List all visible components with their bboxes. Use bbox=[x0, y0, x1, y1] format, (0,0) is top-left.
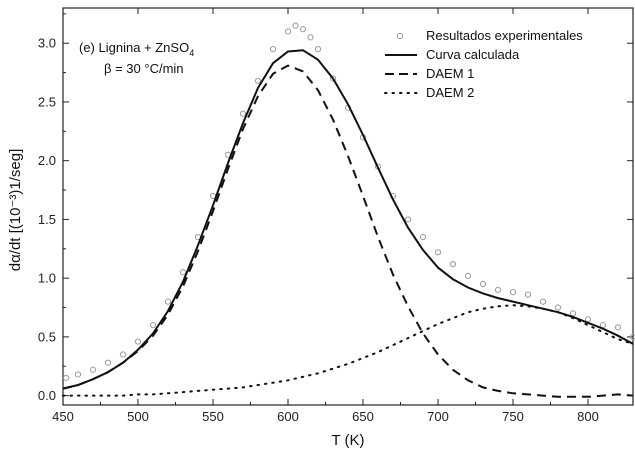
data-point bbox=[74, 371, 82, 378]
axis-ticks: 450 500 550 600 650 700 750 800 0.0 0.5 1.0 1.5 2.0 2… bbox=[38, 8, 633, 424]
data-point bbox=[479, 280, 487, 288]
series-line bbox=[62, 64, 634, 398]
data-point bbox=[539, 298, 547, 305]
y-axis-title: dα/dt [(10⁻³)1/seg] bbox=[7, 149, 24, 271]
data-point bbox=[569, 310, 577, 317]
data-point bbox=[509, 289, 517, 296]
data-point bbox=[524, 291, 532, 298]
legend-label: Curva calculada bbox=[426, 47, 520, 62]
x-tick-label: 650 bbox=[352, 409, 374, 424]
annotation-line1: (e) Lignina + ZnSO4 bbox=[79, 40, 194, 58]
y-tick-label: 0.0 bbox=[38, 388, 56, 403]
legend-label: Resultados experimentales bbox=[426, 28, 583, 43]
annotation-subscript: 4 bbox=[189, 48, 194, 58]
data-point bbox=[554, 304, 562, 311]
data-point bbox=[299, 26, 307, 33]
x-tick-label: 550 bbox=[202, 409, 224, 424]
series-line bbox=[62, 49, 634, 390]
x-tick-label: 600 bbox=[277, 409, 299, 424]
data-point bbox=[119, 351, 127, 358]
data-point bbox=[464, 272, 472, 279]
data-point bbox=[149, 322, 157, 329]
data-point bbox=[307, 34, 314, 41]
data-point bbox=[254, 77, 262, 84]
data-point bbox=[134, 338, 142, 345]
data-point bbox=[449, 260, 457, 268]
data-point bbox=[292, 22, 299, 29]
data-point bbox=[419, 233, 427, 241]
legend: Resultados experimentales Curva calculada… bbox=[384, 28, 583, 100]
data-point bbox=[269, 46, 277, 53]
legend-symbol-points bbox=[396, 32, 404, 40]
y-tick-label: 0.5 bbox=[38, 329, 56, 344]
x-tick-label: 750 bbox=[502, 409, 524, 424]
data-point bbox=[404, 216, 412, 223]
data-point bbox=[629, 333, 635, 340]
y-tick-label: 1.5 bbox=[38, 212, 56, 227]
data-point bbox=[164, 298, 172, 305]
data-point bbox=[239, 110, 247, 117]
series-line bbox=[62, 304, 634, 397]
y-tick-label: 2.5 bbox=[38, 94, 56, 109]
y-tick-label: 1.0 bbox=[38, 271, 56, 286]
data-point bbox=[434, 249, 442, 256]
x-axis-title: T (K) bbox=[331, 432, 364, 449]
y-tick-label: 2.0 bbox=[38, 153, 56, 168]
y-tick-label: 3.0 bbox=[38, 36, 56, 51]
plot-frame bbox=[62, 7, 634, 406]
legend-label: DAEM 1 bbox=[426, 66, 474, 81]
data-point bbox=[329, 75, 337, 82]
x-tick-label: 800 bbox=[577, 409, 599, 424]
x-tick-label: 450 bbox=[52, 409, 74, 424]
data-point bbox=[179, 269, 187, 276]
data-point bbox=[284, 28, 292, 35]
data-point bbox=[104, 359, 112, 366]
series-experimental-points bbox=[62, 22, 635, 382]
data-point bbox=[62, 374, 70, 382]
annotation-line2: β = 30 °C/min bbox=[104, 61, 184, 76]
data-point bbox=[494, 286, 502, 293]
series-layer bbox=[62, 22, 635, 398]
x-tick-label: 700 bbox=[427, 409, 449, 424]
data-point bbox=[614, 324, 622, 331]
data-point bbox=[89, 366, 97, 373]
data-point bbox=[314, 46, 322, 53]
legend-label: DAEM 2 bbox=[426, 85, 474, 100]
x-tick-label: 500 bbox=[127, 409, 149, 424]
